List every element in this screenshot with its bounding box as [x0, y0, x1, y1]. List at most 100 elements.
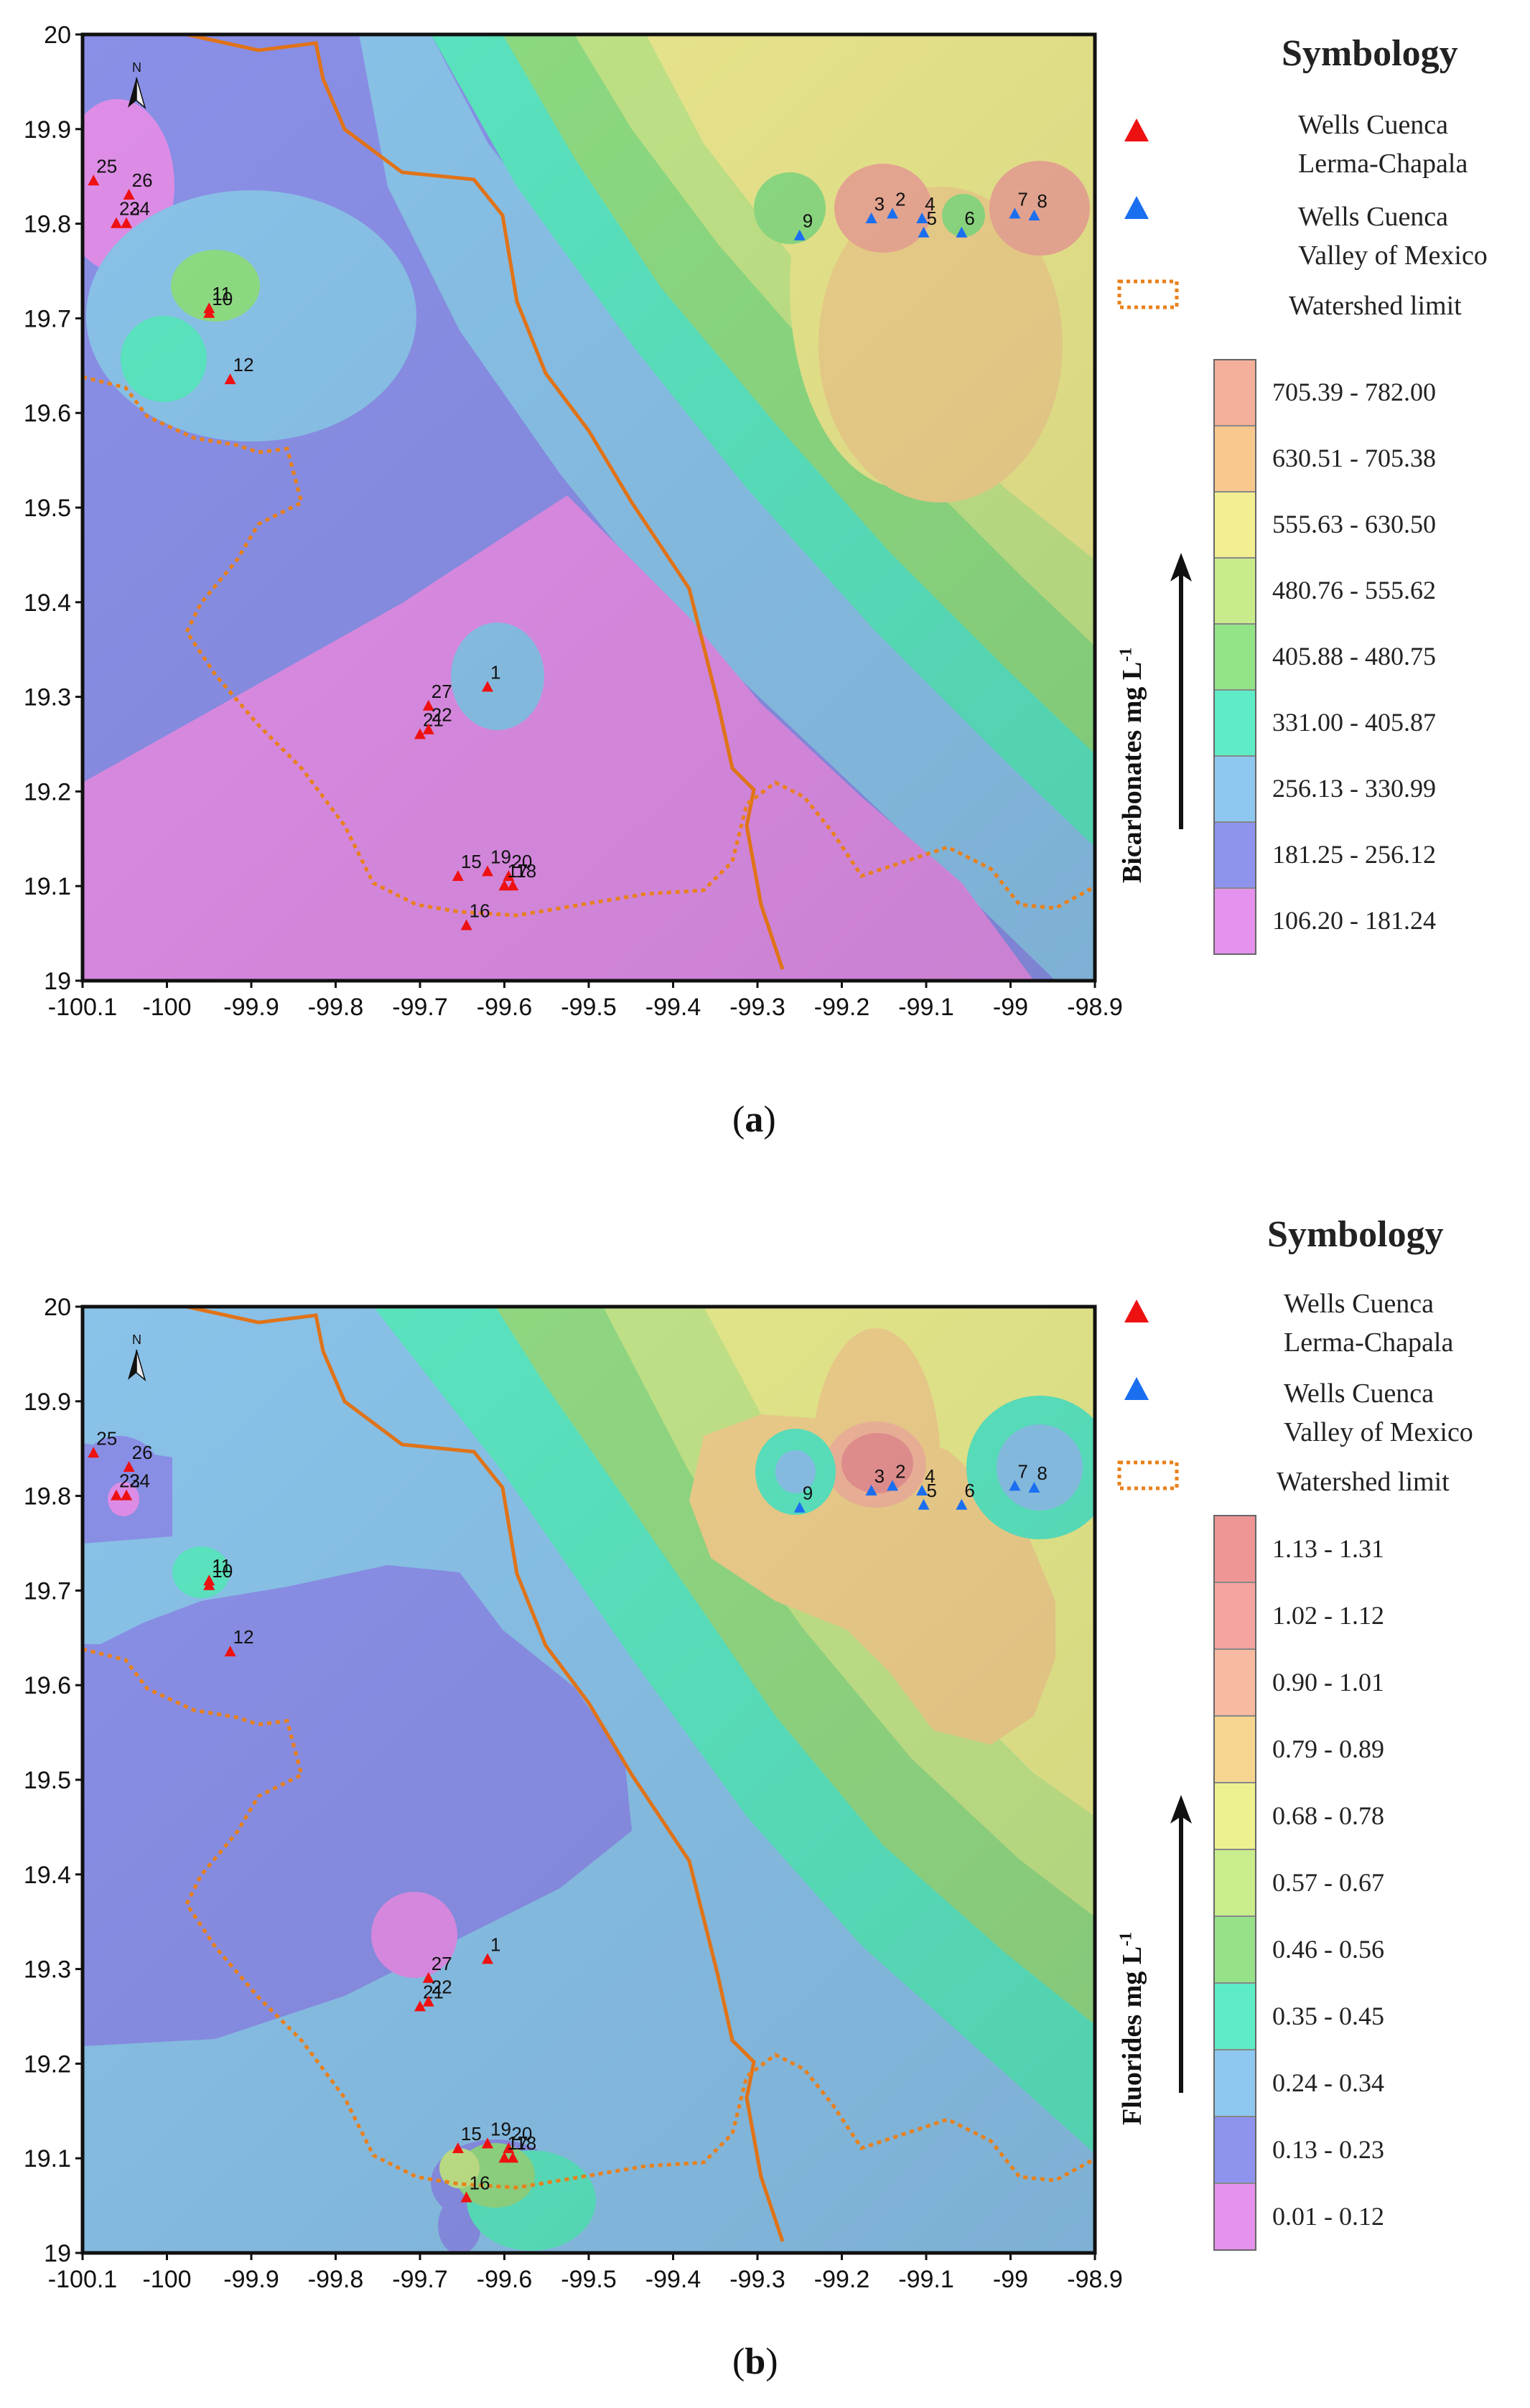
x-tick-label: -99.7	[392, 2266, 448, 2293]
well-marker	[224, 1646, 236, 1657]
well-label: 25	[96, 1427, 117, 1449]
y-tick-label: 19.4	[24, 589, 71, 617]
well-label: 2	[895, 188, 905, 210]
x-tick-label: -100	[142, 2266, 191, 2293]
well-marker	[224, 373, 236, 385]
north-label: N	[132, 1333, 141, 1347]
scale-swatch	[1215, 2050, 1255, 2117]
map-b-axes: 2019.919.819.719.619.519.419.319.219.119…	[24, 1294, 1123, 2293]
basin-divide-a	[186, 32, 785, 970]
well-marker	[422, 1995, 434, 2007]
well-marker	[422, 723, 434, 734]
scale-class-label: 0.01 - 0.12	[1272, 2201, 1384, 2231]
scale-swatch	[1215, 493, 1255, 559]
y-tick-label: 19.2	[24, 2050, 71, 2078]
well-label: 24	[129, 198, 150, 220]
well-marker	[865, 213, 877, 224]
panel-a-bicarbonates: 20 19.9 19.8 19.7 19.6 19.5 19.4 19.3 19.2 19.1 19…	[0, 0, 1530, 1177]
x-tick-label: -99	[993, 2266, 1028, 2293]
well-marker	[111, 217, 122, 228]
well-label: 24	[129, 1470, 150, 1492]
y-tick-label: 19.9	[24, 1389, 71, 1416]
well-label: 26	[132, 169, 153, 191]
x-tick-label: -99.5	[561, 994, 617, 1021]
y-tick-label: 19.7	[24, 305, 71, 332]
well-label: 21	[423, 709, 444, 730]
well-label: 15	[461, 2123, 482, 2145]
scale-class-label: 0.46 - 0.56	[1272, 1934, 1384, 1964]
well-label: 9	[803, 1483, 813, 1504]
well-label: 8	[1037, 190, 1047, 212]
x-tick-label: -99.2	[814, 2266, 870, 2293]
well-marker	[482, 865, 493, 877]
well-label: 22	[432, 704, 452, 726]
x-tick-label: -100.1	[48, 2266, 117, 2293]
y-tick-label: 19.2	[24, 778, 71, 806]
well-marker	[793, 1501, 806, 1513]
y-tick-label: 20	[44, 22, 71, 49]
well-label: 26	[132, 1442, 153, 1463]
legend-lerma-line2-b: Lerma-Chapala	[1284, 1327, 1454, 1358]
valley-marker-icon	[1124, 1377, 1149, 1400]
well-marker	[1009, 1480, 1021, 1491]
x-tick-label: -99.4	[645, 2266, 701, 2293]
scale-swatch	[1215, 426, 1255, 493]
x-tick-label: -99.3	[729, 994, 785, 1021]
x-tick-label: -99.8	[308, 2266, 364, 2293]
north-arrow-icon: N	[128, 1333, 146, 1382]
watershed-limit-b	[82, 1647, 1096, 2190]
scale-swatch	[1215, 1783, 1255, 1850]
well-marker	[503, 2142, 515, 2154]
well-marker	[414, 2000, 426, 2012]
scale-axis-label-a: Bicarbonates mg L-1	[1116, 647, 1147, 883]
legend-valley-line1-b: Wells Cuenca	[1284, 1378, 1435, 1409]
well-label: 6	[964, 1480, 974, 1501]
scale-class-label: 630.51 - 705.38	[1272, 444, 1436, 472]
map-a-svg: 2019.919.819.719.619.519.419.319.219.119…	[24, 22, 1123, 1021]
scale-class-label: 0.90 - 1.01	[1272, 1667, 1384, 1697]
legend-valley-line2-a: Valley of Mexico	[1298, 241, 1488, 271]
scale-class-label: 0.57 - 0.67	[1272, 1867, 1384, 1897]
scale-axis-label-b: Fluorides mg L-1	[1116, 1931, 1147, 2125]
well-marker	[123, 1461, 135, 1473]
well-label: 23	[119, 198, 140, 220]
basin-divide-b	[186, 1305, 785, 2242]
y-tick-label: 19.3	[24, 684, 71, 711]
well-label: 17	[508, 2132, 528, 2154]
well-marker	[111, 1489, 122, 1501]
map-b-surface	[83, 1307, 1095, 2253]
scale-bar	[1213, 1515, 1256, 2251]
legend-lerma-line1-b: Wells Cuenca	[1284, 1289, 1435, 1319]
scale-swatch	[1215, 625, 1255, 691]
y-tick-label: 19.4	[24, 1862, 71, 1889]
x-tick-label: -99	[993, 994, 1028, 1021]
well-label: 5	[926, 1480, 936, 1501]
well-label: 12	[233, 354, 254, 375]
well-marker	[452, 2142, 464, 2154]
scale-class-label: 106.20 - 181.24	[1272, 906, 1436, 935]
well-label: 15	[461, 851, 482, 872]
scale-swatch	[1215, 757, 1255, 823]
well-label: 22	[432, 1977, 452, 1998]
x-tick-label: -99.3	[729, 2266, 785, 2293]
scale-swatch	[1215, 1516, 1255, 1583]
well-marker	[121, 1489, 133, 1501]
x-tick-label: -99.1	[898, 994, 954, 1021]
scale-swatch	[1215, 1984, 1255, 2050]
well-marker	[460, 919, 472, 930]
legend-valley-line2-b: Valley of Mexico	[1284, 1417, 1473, 1447]
watershed-marker-icon	[1117, 279, 1179, 309]
well-marker	[956, 1498, 968, 1510]
scale-swatch	[1215, 2184, 1255, 2249]
well-label: 27	[432, 1953, 452, 1974]
scale-class-label: 1.02 - 1.12	[1272, 1600, 1384, 1630]
well-label: 4	[925, 193, 935, 215]
scale-class-label: 555.63 - 630.50	[1272, 510, 1436, 538]
well-marker	[1009, 207, 1021, 219]
lerma-marker-icon	[1124, 1299, 1149, 1322]
caption-a: (a)	[732, 1099, 776, 1140]
x-tick-label: -99.4	[645, 994, 701, 1021]
x-tick-label: -100.1	[48, 994, 117, 1021]
y-tick-label: 19.1	[24, 2145, 71, 2173]
well-label: 1	[490, 661, 500, 683]
